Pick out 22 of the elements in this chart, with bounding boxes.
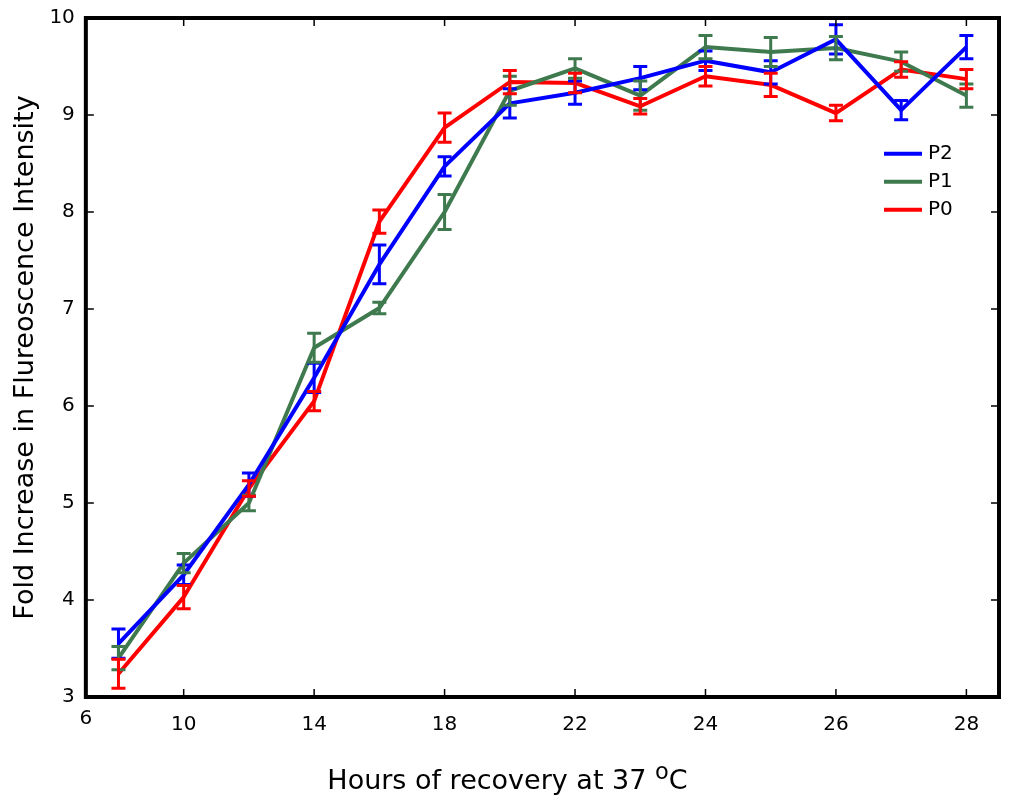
x-tick-label: 14	[301, 711, 327, 736]
legend-label: P1	[928, 168, 953, 192]
x-tick-label: 18	[431, 711, 458, 736]
y-tick-label: 5	[62, 489, 75, 514]
x-tick-label: 26	[823, 711, 849, 736]
y-tick-label: 10	[49, 4, 75, 29]
x-tick-label: 28	[953, 711, 980, 736]
y-tick-label: 3	[62, 683, 75, 708]
legend-label: P0	[928, 196, 953, 220]
y-tick-label: 8	[62, 198, 75, 223]
text: 6	[79, 705, 93, 730]
point	[240, 479, 258, 498]
y-axis-title: Fold Increase in Flureoscence Intensity	[8, 95, 40, 620]
y-tick-label: 7	[62, 295, 75, 320]
x-tick-label: 22	[562, 711, 588, 736]
legend-label: P2	[928, 140, 953, 164]
y-tick-label: 6	[62, 392, 75, 417]
y-tick-label: 9	[62, 101, 75, 126]
y-tick-label: 4	[62, 586, 75, 611]
x-tick-label: 10	[170, 711, 197, 736]
x-tick-label: 24	[692, 711, 719, 736]
x-axis-title: Hours of recovery at 37 $^{o}$C	[326, 758, 689, 795]
